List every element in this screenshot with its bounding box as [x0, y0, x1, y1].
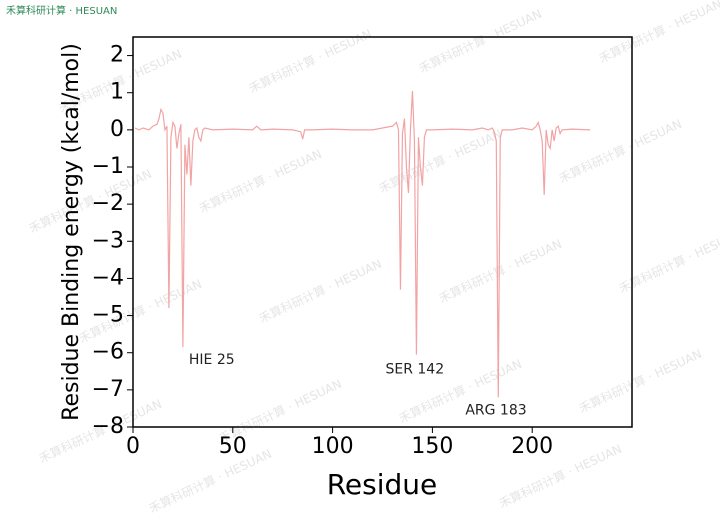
- x-tick-label: 200: [511, 434, 553, 459]
- y-tick-label: −4: [92, 265, 124, 290]
- watermark: 禾算科研计算 · HESUAN: [556, 116, 683, 186]
- watermark: 禾算科研计算 · HESUAN: [196, 146, 323, 216]
- plot-frame: [132, 36, 633, 428]
- x-tick-label: 50: [219, 434, 247, 459]
- y-tick-label: −2: [92, 191, 124, 216]
- y-tick-label: −5: [92, 303, 124, 328]
- y-tick-label: 1: [110, 80, 124, 105]
- watermark: 禾算科研计算 · HESUAN: [416, 6, 543, 76]
- y-tick-label: −8: [92, 414, 124, 439]
- annotation: HIE 25: [189, 352, 235, 368]
- y-tick-label: −6: [92, 340, 124, 365]
- annotation: ARG 183: [465, 402, 526, 418]
- x-tick-label: 0: [126, 434, 140, 459]
- watermark: 禾算科研计算 · HESUAN: [576, 346, 703, 416]
- y-tick-label: −1: [92, 154, 124, 179]
- watermark: 禾算科研计算 · HESUAN: [376, 126, 503, 196]
- y-tick-label: −3: [92, 228, 124, 253]
- y-tick-label: 0: [110, 117, 124, 142]
- watermark: 禾算科研计算 · HESUAN: [596, 0, 720, 66]
- annotation: SER 142: [385, 361, 444, 377]
- watermark: 禾算科研计算 · HESUAN: [146, 446, 273, 516]
- header-brand: 禾算科研计算 · HESUAN: [6, 4, 117, 17]
- y-tick-label: 2: [110, 43, 124, 68]
- watermark: 禾算科研计算 · HESUAN: [26, 166, 153, 236]
- data-line: [134, 90, 591, 398]
- x-tick-label: 100: [312, 434, 354, 459]
- y-axis-label: Residue Binding energy (kcal/mol): [59, 43, 84, 421]
- y-tick-label: −7: [92, 377, 124, 402]
- watermark: 禾算科研计算 · HESUAN: [256, 256, 383, 326]
- x-axis-label: Residue: [327, 468, 438, 501]
- x-tick-label: 150: [411, 434, 453, 459]
- watermark: 禾算科研计算 · HESUAN: [436, 236, 563, 306]
